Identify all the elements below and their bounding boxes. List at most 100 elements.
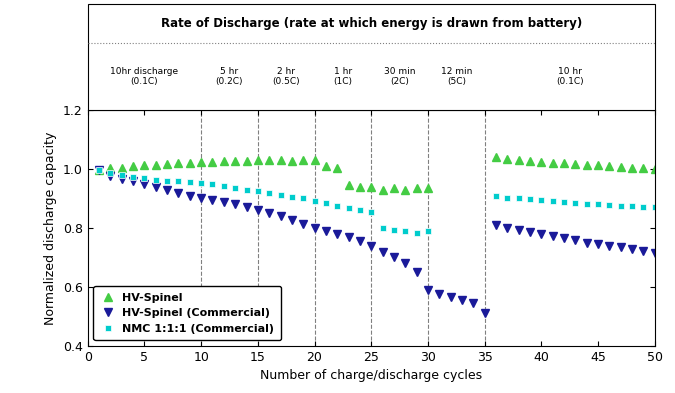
HV-Spinel	[186, 160, 194, 165]
HV-Spinel	[117, 165, 126, 170]
HV-Spinel (Commercial)	[95, 168, 103, 173]
NMC 1:1:1 (Commercial)	[265, 191, 273, 195]
NMC 1:1:1 (Commercial)	[333, 203, 342, 208]
HV-Spinel	[356, 184, 364, 189]
NMC 1:1:1 (Commercial)	[390, 228, 398, 233]
HV-Spinel	[605, 163, 614, 168]
NMC 1:1:1 (Commercial)	[186, 180, 194, 185]
HV-Spinel (Commercial)	[639, 248, 647, 253]
HV-Spinel	[424, 186, 432, 191]
NMC 1:1:1 (Commercial)	[594, 202, 602, 207]
HV-Spinel (Commercial)	[367, 243, 375, 248]
NMC 1:1:1 (Commercial)	[310, 198, 319, 203]
Text: 10hr discharge
(0.1C): 10hr discharge (0.1C)	[111, 67, 178, 86]
HV-Spinel (Commercial)	[583, 240, 591, 245]
HV-Spinel (Commercial)	[231, 202, 239, 207]
HV-Spinel	[594, 163, 602, 168]
HV-Spinel (Commercial)	[265, 210, 273, 215]
NMC 1:1:1 (Commercial)	[356, 208, 364, 213]
HV-Spinel	[571, 161, 579, 166]
HV-Spinel	[333, 165, 342, 170]
NMC 1:1:1 (Commercial)	[277, 193, 285, 197]
NMC 1:1:1 (Commercial)	[526, 197, 534, 202]
NMC 1:1:1 (Commercial)	[412, 231, 421, 235]
HV-Spinel	[514, 158, 522, 162]
NMC 1:1:1 (Commercial)	[231, 185, 239, 190]
HV-Spinel (Commercial)	[310, 226, 319, 230]
NMC 1:1:1 (Commercial)	[197, 181, 205, 185]
Line: HV-Spinel (Commercial): HV-Spinel (Commercial)	[95, 166, 659, 318]
HV-Spinel (Commercial)	[333, 231, 342, 236]
HV-Spinel (Commercial)	[549, 234, 557, 239]
HV-Spinel	[310, 158, 319, 162]
NMC 1:1:1 (Commercial)	[583, 201, 591, 206]
HV-Spinel	[299, 158, 307, 162]
Text: 10 hr
(0.1C): 10 hr (0.1C)	[556, 67, 583, 86]
HV-Spinel	[504, 156, 512, 161]
HV-Spinel (Commercial)	[469, 301, 477, 305]
HV-Spinel (Commercial)	[560, 236, 568, 241]
NMC 1:1:1 (Commercial)	[344, 206, 352, 210]
Text: Rate of Discharge (rate at which energy is drawn from battery): Rate of Discharge (rate at which energy …	[161, 17, 582, 30]
HV-Spinel (Commercial)	[605, 243, 614, 248]
HV-Spinel (Commercial)	[617, 245, 625, 250]
HV-Spinel	[107, 166, 115, 171]
HV-Spinel	[129, 163, 137, 168]
HV-Spinel (Commercial)	[594, 242, 602, 246]
HV-Spinel (Commercial)	[277, 214, 285, 219]
HV-Spinel	[288, 158, 296, 163]
Text: 2 hr
(0.5C): 2 hr (0.5C)	[273, 67, 300, 86]
HV-Spinel (Commercial)	[537, 232, 545, 237]
NMC 1:1:1 (Commercial)	[617, 203, 625, 208]
NMC 1:1:1 (Commercial)	[152, 178, 160, 182]
HV-Spinel (Commercial)	[481, 311, 489, 316]
HV-Spinel (Commercial)	[514, 228, 522, 233]
Text: 1 hr
(1C): 1 hr (1C)	[333, 67, 352, 86]
HV-Spinel	[322, 163, 330, 168]
NMC 1:1:1 (Commercial)	[537, 198, 545, 203]
NMC 1:1:1 (Commercial)	[514, 196, 522, 201]
HV-Spinel	[379, 187, 387, 192]
HV-Spinel	[344, 183, 352, 187]
HV-Spinel	[95, 167, 103, 172]
HV-Spinel	[277, 158, 285, 162]
NMC 1:1:1 (Commercial)	[163, 178, 171, 183]
HV-Spinel	[412, 186, 421, 191]
HV-Spinel (Commercial)	[424, 287, 432, 292]
HV-Spinel	[549, 160, 557, 165]
HV-Spinel	[651, 167, 659, 171]
HV-Spinel (Commercial)	[163, 187, 171, 192]
NMC 1:1:1 (Commercial)	[107, 171, 115, 176]
HV-Spinel	[152, 162, 160, 167]
HV-Spinel	[401, 187, 409, 192]
HV-Spinel	[209, 159, 217, 164]
HV-Spinel (Commercial)	[344, 234, 352, 239]
HV-Spinel	[197, 159, 205, 164]
NMC 1:1:1 (Commercial)	[504, 195, 512, 200]
HV-Spinel	[242, 158, 250, 163]
HV-Spinel (Commercial)	[186, 193, 194, 198]
HV-Spinel (Commercial)	[254, 208, 262, 212]
NMC 1:1:1 (Commercial)	[628, 204, 636, 208]
HV-Spinel	[163, 161, 171, 166]
NMC 1:1:1 (Commercial)	[605, 203, 614, 208]
HV-Spinel (Commercial)	[526, 230, 534, 235]
HV-Spinel (Commercial)	[209, 198, 217, 202]
NMC 1:1:1 (Commercial)	[401, 229, 409, 234]
Text: 30 min
(2C): 30 min (2C)	[384, 67, 415, 86]
HV-Spinel	[231, 158, 239, 163]
HV-Spinel	[617, 164, 625, 169]
NMC 1:1:1 (Commercial)	[117, 173, 126, 178]
HV-Spinel (Commercial)	[117, 177, 126, 182]
HV-Spinel (Commercial)	[288, 217, 296, 222]
Text: 5 hr
(0.2C): 5 hr (0.2C)	[216, 67, 243, 86]
HV-Spinel (Commercial)	[379, 249, 387, 254]
NMC 1:1:1 (Commercial)	[220, 184, 228, 189]
HV-Spinel (Commercial)	[390, 255, 398, 260]
HV-Spinel (Commercial)	[435, 292, 443, 297]
Text: 12 min
(5C): 12 min (5C)	[441, 67, 472, 86]
HV-Spinel	[254, 158, 262, 162]
HV-Spinel (Commercial)	[401, 261, 409, 266]
NMC 1:1:1 (Commercial)	[560, 200, 568, 204]
NMC 1:1:1 (Commercial)	[639, 204, 647, 209]
